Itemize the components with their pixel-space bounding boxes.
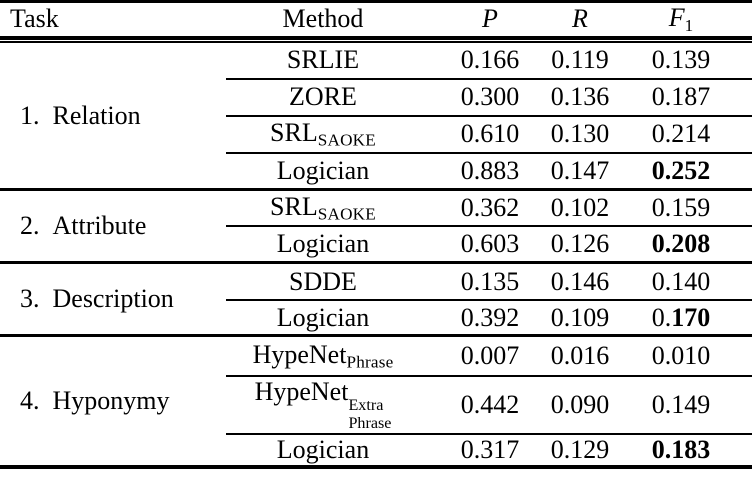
col-header-f1: F1: [626, 1, 752, 40]
task-cell: 1. Relation: [0, 42, 226, 190]
table-row: Logician 0.317 0.129 0.183: [0, 434, 752, 467]
p-value-cell: 0.300: [438, 78, 542, 117]
task-name: Hyponymy: [52, 386, 170, 416]
f1-value-cell: 0.140: [626, 262, 752, 301]
table-row: Logician 0.603 0.126 0.208: [0, 226, 752, 263]
table-row: 4. Hyponymy HypeNetPhrase 0.007 0.016 0.0…: [0, 335, 752, 415]
task-group-description: 3. Description SDDE 0.135 0.146 0.140 Log…: [0, 262, 752, 336]
method-cell: ZORE: [226, 78, 438, 117]
task-number: 1.: [20, 100, 40, 130]
f1-value-cell: 0.187: [626, 78, 752, 117]
method-cell: Logician: [276, 434, 370, 464]
table-row: 2. Attribute SRLSAOKE 0.362 0.102 0.159: [0, 189, 752, 240]
method-subscript: Phrase: [346, 352, 394, 372]
task-name: Relation: [52, 100, 141, 130]
task-name: Attribute: [52, 211, 147, 241]
method-cell: SRLSAOKE: [226, 189, 438, 227]
p-value-cell: 0.135: [438, 262, 542, 301]
r-value-cell: 0.090: [542, 375, 626, 435]
f1-value-cell: 0.170: [651, 302, 711, 332]
table-row: HypeNet Extra Phrase 0.442 0.090 0.149: [0, 375, 752, 435]
p-value-cell: 0.610: [438, 115, 542, 154]
method-cell: Logician: [276, 156, 370, 186]
f1-value-cell: 0.010: [626, 335, 752, 377]
header-row: Task Method P R F1: [0, 1, 752, 40]
task-cell: 3. Description: [0, 263, 226, 336]
p-value-cell: 0.007: [438, 335, 542, 377]
table-row: Logician 0.392 0.109 0.170: [0, 300, 752, 336]
table-row: Logician 0.883 0.147 0.252: [0, 153, 752, 190]
results-table: Task Method P R F1 1. Relation SRLIE 0.16…: [0, 0, 752, 467]
method-cell: Logician: [276, 229, 370, 259]
method-superscript: Extra: [348, 396, 384, 414]
p-value-cell: 0.442: [438, 375, 542, 435]
task-cell: 4. Hyponymy: [0, 336, 226, 467]
task-name: Description: [52, 284, 174, 314]
f1-value-cell: 0.214: [626, 115, 752, 154]
f1-value-cell: 0.208: [651, 229, 711, 259]
method-cell: HypeNet Extra Phrase: [226, 375, 438, 435]
r-value-cell: 0.129: [550, 434, 610, 464]
task-number: 2.: [20, 211, 40, 241]
r-value-cell: 0.146: [542, 262, 626, 301]
f1-value-cell: 0.139: [626, 41, 752, 80]
f1-symbol: F: [668, 3, 685, 32]
task-group-attribute: 2. Attribute SRLSAOKE 0.362 0.102 0.159 L…: [0, 189, 752, 263]
method-cell: SDDE: [226, 262, 438, 301]
task-group-relation: 1. Relation SRLIE 0.166 0.119 0.139 ZORE …: [0, 41, 752, 190]
task-number: 4.: [20, 386, 40, 416]
col-header-method: Method: [226, 1, 438, 40]
p-value-cell: 0.883: [460, 156, 520, 186]
method-subscript: SAOKE: [317, 130, 376, 150]
method-cell: SRLSAOKE: [226, 115, 438, 154]
task-cell: 2. Attribute: [0, 190, 226, 263]
table-row: SRLSAOKE 0.610 0.130 0.214: [0, 115, 752, 154]
f1-value-cell: 0.183: [651, 434, 711, 464]
r-value-cell: 0.119: [542, 41, 626, 80]
task-group-hyponymy: 4. Hyponymy HypeNetPhrase 0.007 0.016 0.0…: [0, 335, 752, 467]
p-value-cell: 0.362: [438, 189, 542, 227]
col-header-task: Task: [0, 1, 226, 40]
method-sup-sub-stack: Extra Phrase: [348, 397, 391, 433]
method-subscript: Phrase: [348, 414, 392, 432]
table-row: ZORE 0.300 0.136 0.187: [0, 78, 752, 117]
double-rule-spacer: [0, 37, 752, 43]
p-value-cell: 0.603: [460, 229, 520, 259]
p-value-cell: 0.392: [460, 302, 520, 332]
r-value-cell: 0.147: [550, 156, 610, 186]
f1-value-cell: 0.252: [651, 156, 711, 186]
r-value-cell: 0.126: [550, 229, 610, 259]
f1-value-cell: 0.159: [626, 189, 752, 227]
method-cell: SRLIE: [226, 41, 438, 80]
p-value-cell: 0.317: [460, 434, 520, 464]
col-header-precision: P: [438, 1, 542, 40]
r-value-cell: 0.102: [542, 189, 626, 227]
r-value-cell: 0.109: [550, 302, 610, 332]
method-subscript: SAOKE: [317, 204, 376, 224]
r-value-cell: 0.130: [542, 115, 626, 154]
method-cell: HypeNetPhrase: [226, 335, 438, 377]
table-row: 3. Description SDDE 0.135 0.146 0.140: [0, 262, 752, 313]
col-header-recall: R: [542, 1, 626, 40]
f1-value-cell: 0.149: [626, 375, 752, 435]
p-value-cell: 0.166: [438, 41, 542, 80]
method-cell: Logician: [276, 302, 370, 332]
r-value-cell: 0.136: [542, 78, 626, 117]
f1-subscript: 1: [684, 15, 694, 35]
table-row: 1. Relation SRLIE 0.166 0.119 0.139: [0, 41, 752, 130]
table-header: Task Method P R F1: [0, 1, 752, 43]
task-number: 3.: [20, 284, 40, 314]
r-value-cell: 0.016: [542, 335, 626, 377]
